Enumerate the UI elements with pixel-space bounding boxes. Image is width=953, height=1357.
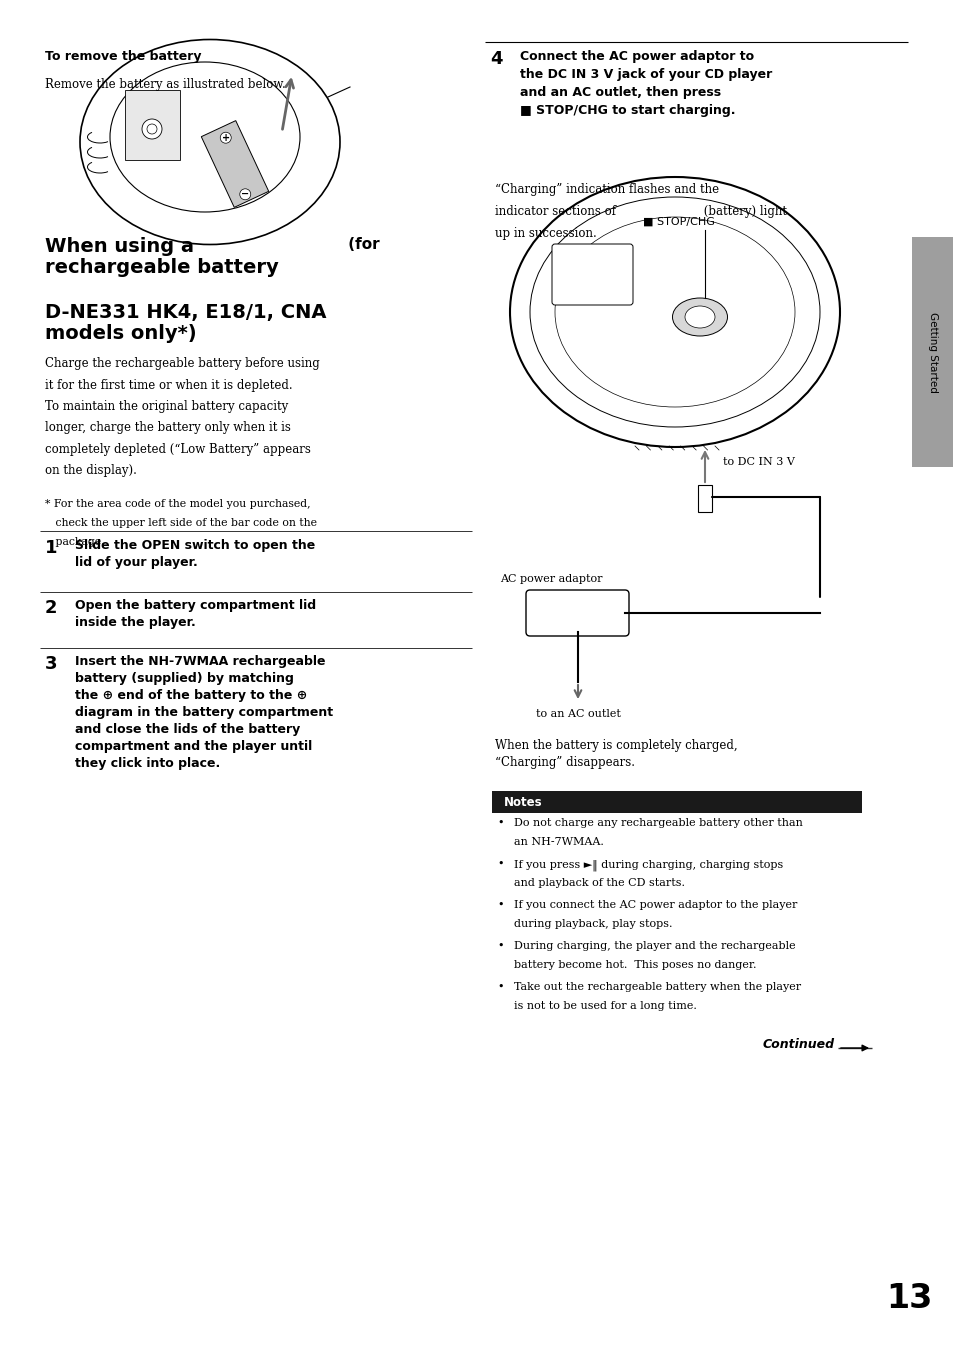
Ellipse shape bbox=[510, 176, 840, 446]
Text: is not to be used for a long time.: is not to be used for a long time. bbox=[514, 1001, 696, 1011]
Text: an NH-7WMAA.: an NH-7WMAA. bbox=[514, 837, 603, 847]
Text: +: + bbox=[221, 133, 230, 142]
Text: Charge the rechargeable battery before using: Charge the rechargeable battery before u… bbox=[45, 357, 319, 370]
Text: 13: 13 bbox=[885, 1282, 931, 1315]
Text: 1: 1 bbox=[45, 539, 57, 556]
Text: completely depleted (“Low Battery” appears: completely depleted (“Low Battery” appea… bbox=[45, 442, 311, 456]
Text: •: • bbox=[497, 818, 503, 828]
Bar bbox=[652, 210, 658, 218]
Bar bbox=[698, 484, 711, 512]
Text: and playback of the CD starts.: and playback of the CD starts. bbox=[514, 878, 684, 887]
Text: Connect the AC power adaptor to
the DC IN 3 V jack of your CD player
and an AC o: Connect the AC power adaptor to the DC I… bbox=[519, 50, 771, 117]
Text: Slide the OPEN switch to open the
lid of your player.: Slide the OPEN switch to open the lid of… bbox=[75, 539, 314, 569]
Text: Continued: Continued bbox=[762, 1038, 834, 1052]
Text: If you press ►‖ during charging, charging stops: If you press ►‖ during charging, chargin… bbox=[514, 859, 782, 870]
Bar bbox=[911, 237, 953, 467]
Text: (battery) light: (battery) light bbox=[700, 205, 786, 218]
Text: Notes: Notes bbox=[503, 795, 542, 809]
Text: Take out the rechargeable battery when the player: Take out the rechargeable battery when t… bbox=[514, 982, 801, 992]
Text: longer, charge the battery only when it is: longer, charge the battery only when it … bbox=[45, 422, 291, 434]
Text: During charging, the player and the rechargeable: During charging, the player and the rech… bbox=[514, 940, 795, 951]
Bar bbox=[683, 209, 690, 220]
Text: (for: (for bbox=[343, 237, 379, 252]
Text: To remove the battery: To remove the battery bbox=[45, 50, 201, 62]
Text: When the battery is completely charged,
“Charging” disappears.: When the battery is completely charged, … bbox=[495, 740, 737, 769]
Text: −: − bbox=[241, 189, 249, 199]
Text: up in succession.: up in succession. bbox=[495, 227, 597, 240]
Circle shape bbox=[147, 123, 157, 134]
Text: When using a
rechargeable battery: When using a rechargeable battery bbox=[45, 237, 278, 277]
Ellipse shape bbox=[555, 217, 794, 407]
Text: battery become hot.  This poses no danger.: battery become hot. This poses no danger… bbox=[514, 959, 756, 970]
Text: •: • bbox=[497, 940, 503, 951]
Text: to an AC outlet: to an AC outlet bbox=[535, 708, 619, 719]
Text: Insert the NH-7WMAA rechargeable
battery (supplied) by matching
the ⊕ end of the: Insert the NH-7WMAA rechargeable battery… bbox=[75, 655, 333, 769]
Text: AC power adaptor: AC power adaptor bbox=[499, 574, 602, 584]
Bar bbox=[661, 209, 668, 220]
Text: “Charging” indication flashes and the: “Charging” indication flashes and the bbox=[495, 183, 719, 195]
Text: during playback, play stops.: during playback, play stops. bbox=[514, 919, 672, 930]
Text: To maintain the original battery capacity: To maintain the original battery capacit… bbox=[45, 400, 288, 413]
Text: ■ STOP/CHG: ■ STOP/CHG bbox=[642, 217, 714, 227]
Text: 3: 3 bbox=[45, 655, 57, 673]
Text: Do not charge any rechargeable battery other than: Do not charge any rechargeable battery o… bbox=[514, 818, 802, 828]
Text: Open the battery compartment lid
inside the player.: Open the battery compartment lid inside … bbox=[75, 598, 315, 630]
Polygon shape bbox=[201, 121, 269, 208]
Text: •: • bbox=[497, 982, 503, 992]
Text: 2: 2 bbox=[45, 598, 57, 617]
Text: check the upper left side of the bar code on the: check the upper left side of the bar cod… bbox=[45, 518, 316, 528]
Text: package.: package. bbox=[45, 537, 105, 547]
Text: on the display).: on the display). bbox=[45, 464, 136, 478]
Ellipse shape bbox=[530, 197, 820, 427]
Text: * For the area code of the model you purchased,: * For the area code of the model you pur… bbox=[45, 499, 311, 509]
Bar bbox=[125, 90, 180, 160]
Text: •: • bbox=[497, 859, 503, 868]
Text: 4: 4 bbox=[490, 50, 502, 68]
FancyBboxPatch shape bbox=[525, 590, 628, 636]
Text: Getting Started: Getting Started bbox=[927, 312, 937, 392]
Ellipse shape bbox=[110, 62, 299, 212]
Bar bbox=[672, 209, 679, 220]
Circle shape bbox=[142, 119, 162, 138]
Text: to DC IN 3 V: to DC IN 3 V bbox=[722, 457, 794, 467]
Bar bbox=[492, 791, 862, 813]
Ellipse shape bbox=[672, 299, 727, 337]
Ellipse shape bbox=[80, 39, 339, 244]
Text: Remove the battery as illustrated below.: Remove the battery as illustrated below. bbox=[45, 77, 286, 91]
Text: D-NE331 HK4, E18/1, CNA
models only*): D-NE331 HK4, E18/1, CNA models only*) bbox=[45, 303, 326, 343]
Text: it for the first time or when it is depleted.: it for the first time or when it is depl… bbox=[45, 379, 293, 392]
Bar bbox=[658, 206, 696, 223]
Ellipse shape bbox=[684, 305, 714, 328]
Text: indicator sections of: indicator sections of bbox=[495, 205, 616, 218]
Text: •: • bbox=[497, 900, 503, 911]
FancyBboxPatch shape bbox=[552, 244, 633, 305]
Text: If you connect the AC power adaptor to the player: If you connect the AC power adaptor to t… bbox=[514, 900, 797, 911]
